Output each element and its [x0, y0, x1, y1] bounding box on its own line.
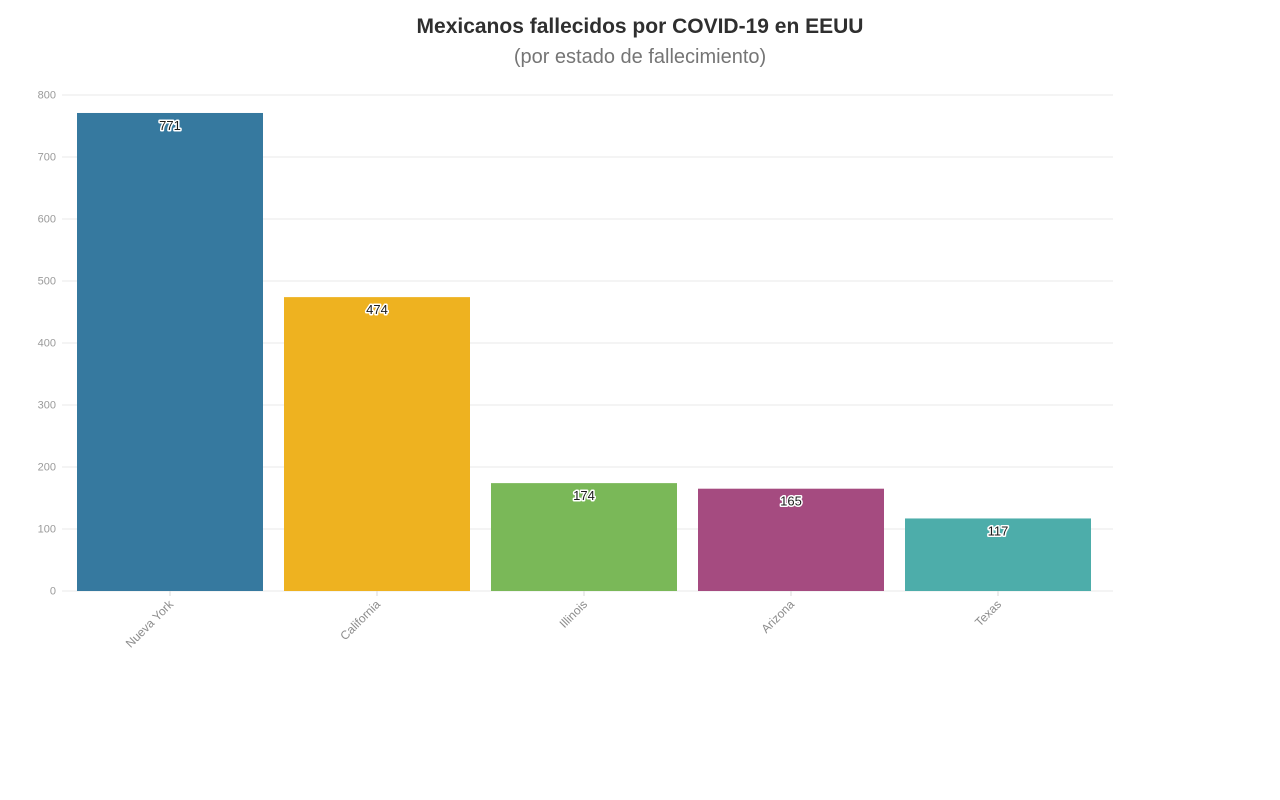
y-axis-tick-label: 700: [38, 152, 56, 164]
bar-value-label: 117: [988, 523, 1009, 538]
bar: [905, 518, 1091, 591]
bar-value-label: 174: [573, 488, 595, 503]
x-axis-tick-label: Arizona: [758, 597, 797, 636]
bar: [284, 297, 470, 591]
chart-subtitle: (por estado de fallecimiento): [513, 46, 767, 68]
y-axis-tick-label: 600: [38, 214, 56, 226]
y-axis-tick-label: 500: [38, 276, 56, 288]
bar: [77, 112, 263, 591]
bar-value-label: 771: [159, 118, 181, 133]
bar: [698, 488, 884, 591]
y-axis-tick-label: 800: [38, 90, 56, 102]
y-axis-tick-label: 300: [38, 400, 56, 412]
y-axis-tick-label: 100: [38, 524, 56, 536]
y-axis-tick-label: 200: [38, 462, 56, 474]
x-axis-tick-label: Nueva York: [123, 597, 177, 651]
x-axis-tick-label: Illinois: [557, 597, 590, 630]
y-axis-tick-label: 0: [50, 586, 56, 598]
chart-title: Mexicanos fallecidos por COVID-19 en EEU…: [416, 15, 864, 38]
bar: [491, 483, 677, 591]
bar-chart-plot: 0 100 200 300 400 500 600 700 800 771 Nueva York 47…: [38, 90, 1113, 651]
x-axis-tick-label: Texas: [972, 597, 1004, 629]
bar-value-label: 165: [780, 494, 802, 509]
x-axis-tick-label: California: [337, 597, 383, 643]
y-axis-tick-label: 400: [38, 338, 56, 350]
bar-value-label: 474: [366, 302, 388, 317]
